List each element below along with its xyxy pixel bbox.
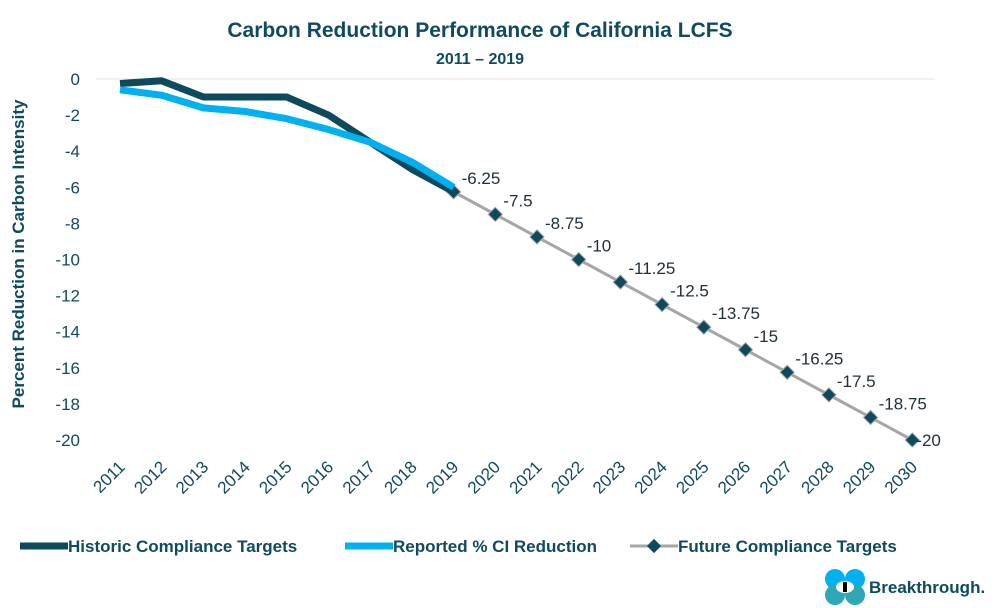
x-tick-label: 2030: [881, 457, 921, 497]
x-tick-label: 2026: [714, 457, 754, 497]
data-point-marker: [779, 364, 795, 381]
x-tick-label: 2017: [339, 457, 379, 497]
y-tick-label: -8: [65, 214, 80, 233]
x-tick-label: 2020: [464, 457, 504, 497]
y-tick-label: -12: [55, 287, 80, 306]
y-tick-label: -10: [55, 251, 80, 270]
data-point-marker: [654, 296, 670, 313]
x-tick-label: 2012: [130, 457, 170, 497]
data-point-marker: [821, 387, 837, 403]
x-tick-label: 2022: [547, 457, 587, 497]
data-point-marker: [737, 341, 754, 358]
data-point-marker: [612, 274, 629, 290]
legend-label: Reported % CI Reduction: [393, 537, 597, 556]
data-label: -12.5: [670, 282, 709, 301]
x-tick-label: 2029: [839, 457, 879, 497]
series-line-0: [119, 77, 456, 195]
x-tick-label: 2019: [422, 457, 462, 497]
data-label: -16.25: [795, 349, 843, 368]
chart-subtitle: 2011 – 2019: [436, 51, 524, 68]
x-tick-label: 2024: [631, 457, 671, 497]
chart-title: Carbon Reduction Performance of Californ…: [227, 19, 732, 42]
data-label: -11.25: [628, 259, 675, 278]
series-line-2: [452, 190, 914, 442]
x-tick-label: 2021: [506, 457, 546, 497]
data-label: -15: [754, 327, 779, 346]
x-tick-label: 2011: [90, 457, 129, 496]
data-label: -13.75: [712, 304, 760, 323]
data-point-marker: [570, 251, 587, 268]
data-point-marker: [529, 229, 545, 245]
y-axis-label: Percent Reduction in Carbon Intensity: [9, 99, 28, 408]
legend-label: Historic Compliance Targets: [68, 537, 297, 556]
y-tick-label: -4: [65, 142, 80, 161]
x-tick-label: 2015: [255, 457, 295, 497]
data-label: -10: [587, 237, 612, 256]
data-label: -8.75: [545, 214, 584, 233]
data-point-marker: [696, 319, 712, 335]
y-tick-label: -16: [55, 359, 80, 378]
y-tick-label: 0: [71, 70, 80, 89]
data-label: -6.25: [462, 169, 501, 188]
data-point-marker: [904, 432, 921, 448]
data-label: -7.5: [503, 191, 532, 210]
data-label: -20: [916, 431, 941, 450]
x-tick-label: 2013: [172, 457, 212, 497]
data-label: -18.75: [879, 394, 927, 413]
y-tick-label: -18: [55, 395, 80, 414]
x-tick-label: 2014: [214, 457, 254, 497]
legend-marker: [646, 538, 662, 554]
legend-label: Future Compliance Targets: [678, 537, 897, 556]
data-point-marker: [487, 206, 504, 223]
x-tick-label: 2028: [798, 457, 838, 497]
x-tick-label: 2023: [589, 457, 629, 497]
x-tick-label: 2018: [381, 457, 421, 497]
y-tick-label: -6: [65, 178, 80, 197]
data-label: -17.5: [837, 372, 876, 391]
x-tick-label: 2016: [297, 457, 337, 497]
logo-text: Breakthrough.: [869, 578, 985, 597]
x-tick-label: 2027: [756, 457, 796, 497]
y-tick-label: -2: [65, 106, 80, 125]
y-tick-label: -20: [55, 431, 80, 450]
breakthrough-logo: Breakthrough.: [825, 569, 985, 605]
y-tick-label: -14: [55, 323, 80, 342]
x-tick-label: 2025: [672, 457, 712, 497]
series-line-1: [119, 86, 456, 191]
data-point-marker: [862, 409, 879, 426]
